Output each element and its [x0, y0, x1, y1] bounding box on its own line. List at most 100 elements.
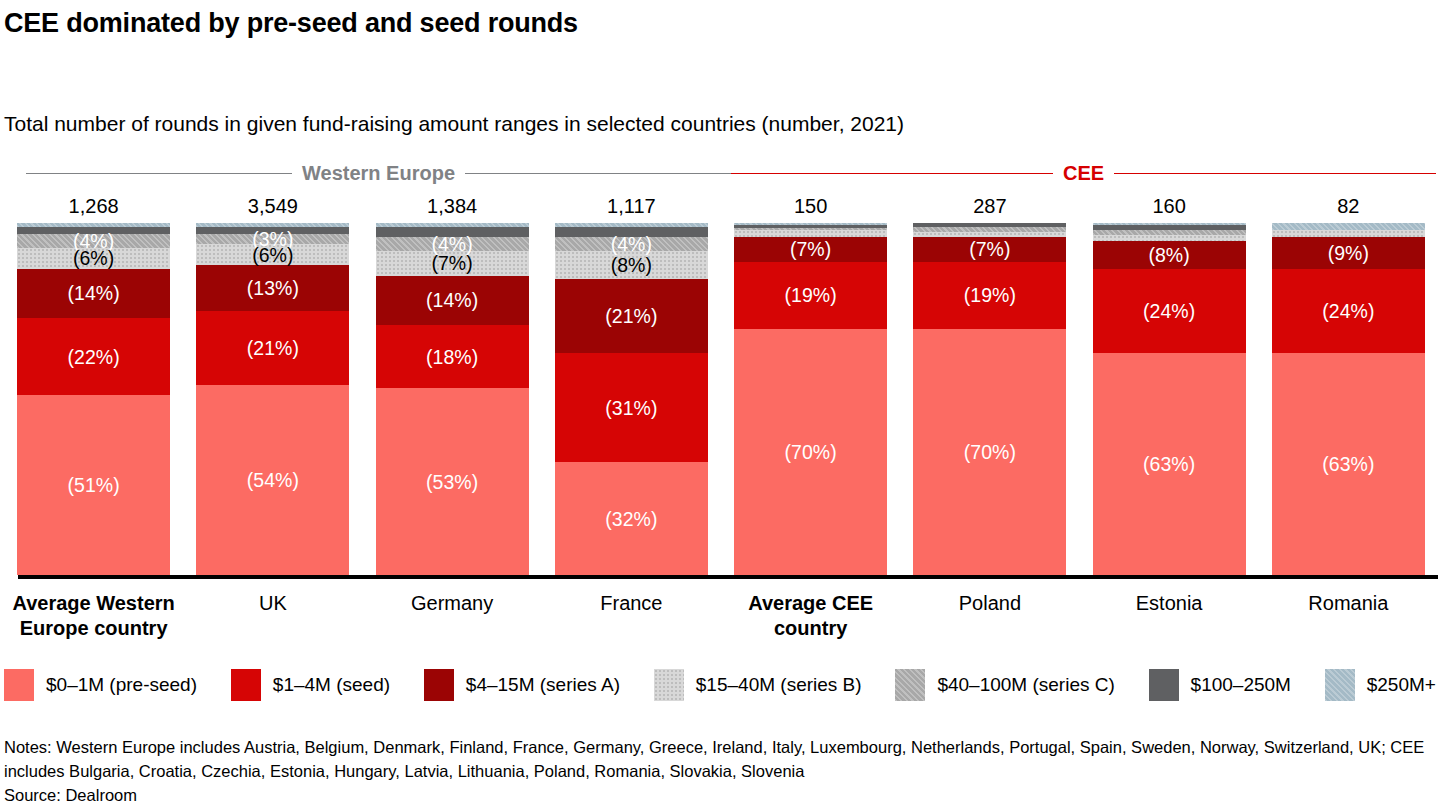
segment-percent-label: (70%) [913, 442, 1066, 461]
segment-percent-label: (8%) [1093, 245, 1246, 264]
legend-item-series-c: $40–100M (series C) [895, 669, 1114, 701]
legend-swatch-series-a [424, 669, 454, 701]
bar-column: (4%) (8%) (21%) (31%) (32%) [542, 223, 721, 575]
segment-percent-label: (7%) [913, 240, 1066, 259]
bar-segment-series-a: (8%) [1093, 241, 1246, 269]
bar-column: (4%)(6%)(14%)(22%)(51%) [4, 223, 183, 575]
segment-percent-label: (13%) [196, 279, 349, 298]
legend-item-series-a: $4–15M (series A) [424, 669, 620, 701]
bar-total: 150 [721, 195, 900, 218]
bar-segment-m100-250 [376, 227, 529, 238]
bar-segment-m100-250 [17, 227, 170, 234]
legend-swatch-series-b [654, 669, 684, 701]
bar-segment-series-b [1272, 230, 1425, 237]
segment-percent-label: (8%) [555, 256, 708, 275]
category-label: Estonia [1080, 591, 1259, 641]
legend-swatch-m100-250 [1149, 669, 1179, 701]
bar-column: (3%)(6%) (13%) (21%) (54%) [183, 223, 362, 575]
bar-segment-pre-seed: (63%) [1093, 353, 1246, 575]
bar-segment-series-c: (4%) [17, 234, 170, 248]
segment-percent-label: (24%) [1272, 301, 1425, 320]
category-label: France [542, 591, 721, 641]
stacked-bars-row: (4%)(6%)(14%)(22%)(51%)(3%)(6%)(13%)(21%… [4, 223, 1438, 575]
legend-swatch-pre-seed [4, 669, 34, 701]
segment-percent-label: (24%) [1093, 301, 1246, 320]
bar-total: 1,384 [363, 195, 542, 218]
bar-segment-series-a: (7%) [913, 237, 1066, 262]
bar-segment-seed: (19%) [734, 262, 887, 329]
legend-item-pre-seed: $0–1M (pre-seed) [4, 669, 197, 701]
bar-segment-series-a: (14%) [17, 269, 170, 318]
bar-segment-seed: (19%) [913, 262, 1066, 329]
bar-segment-series-b: (8%) [555, 251, 708, 279]
legend-label: $4–15M (series A) [466, 674, 620, 696]
stacked-bar: (3%)(6%) (13%) (21%) (54%) [196, 223, 349, 575]
legend-label: $0–1M (pre-seed) [46, 674, 197, 696]
category-label: Romania [1259, 591, 1438, 641]
stacked-bar: (4%) (8%) (21%) (31%) (32%) [555, 223, 708, 575]
bar-segment-series-a: (14%) [376, 276, 529, 325]
group-line-right [1114, 173, 1436, 174]
source-text: Source: Dealroom [4, 783, 1438, 807]
bar-column: (7%) (19%) (70%) [900, 223, 1079, 575]
legend-label: $40–100M (series C) [937, 674, 1114, 696]
group-line-left [26, 173, 292, 174]
bar-segment-series-b: (6%) [17, 248, 170, 269]
category-label: Germany [363, 591, 542, 641]
bar-column: (7%)(19%)(70%) [721, 223, 900, 575]
category-label: UK [183, 591, 362, 641]
segment-percent-label: (9%) [1272, 243, 1425, 262]
bar-total: 3,549 [183, 195, 362, 218]
segment-percent-label: (31%) [555, 398, 708, 417]
segment-percent-label: (21%) [555, 307, 708, 326]
bar-totals-row: 1,2683,5491,3841,11715028716082 [4, 195, 1438, 218]
bar-segment-seed: (31%) [555, 353, 708, 462]
bar-segment-pre-seed: (51%) [17, 395, 170, 575]
bar-segment-seed: (24%) [1093, 269, 1246, 353]
chart-page: CEE dominated by pre-seed and seed round… [0, 0, 1440, 807]
bar-segment-pre-seed: (70%) [913, 329, 1066, 575]
segment-percent-label: (14%) [376, 291, 529, 310]
bar-segment-m100-250 [555, 227, 708, 238]
bar-segment-series-c: (4%) [555, 237, 708, 251]
bar-segment-series-b [734, 230, 887, 237]
bar-segment-series-a: (21%) [555, 279, 708, 353]
bar-total: 160 [1080, 195, 1259, 218]
legend-item-m250plus: $250M+ [1325, 669, 1436, 701]
bar-segment-series-b: (6%) [196, 244, 349, 265]
stacked-bar: (4%)(6%)(14%)(22%)(51%) [17, 223, 170, 575]
legend-swatch-seed [231, 669, 261, 701]
segment-percent-label: (63%) [1272, 455, 1425, 474]
segment-percent-label: (32%) [555, 509, 708, 528]
bar-segment-pre-seed: (70%) [734, 329, 887, 575]
bar-segment-series-a: (9%) [1272, 237, 1425, 269]
bar-column: (4%)(7%)(14%)(18%)(53%) [363, 223, 542, 575]
category-labels-row: Average Western Europe countryUKGermanyF… [4, 591, 1438, 641]
bar-total: 82 [1259, 195, 1438, 218]
segment-percent-label: (19%) [913, 286, 1066, 305]
stacked-bar: (7%) (19%) (70%) [913, 223, 1066, 575]
bar-segment-m100-250 [196, 227, 349, 234]
group-line-left [731, 173, 1053, 174]
bar-segment-pre-seed: (54%) [196, 385, 349, 575]
bar-segment-series-c: (4%) [376, 237, 529, 251]
bar-segment-series-c: (3%) [196, 234, 349, 245]
legend-swatch-series-c [895, 669, 925, 701]
segment-percent-label: (19%) [734, 286, 887, 305]
bar-column: (9%) (24%) (63%) [1259, 223, 1438, 575]
legend-item-seed: $1–4M (seed) [231, 669, 390, 701]
segment-percent-label: (54%) [196, 470, 349, 489]
bar-segment-seed: (21%) [196, 311, 349, 385]
bar-segment-seed: (24%) [1272, 269, 1425, 353]
bar-segment-m250plus [1272, 223, 1425, 230]
bar-column: (8%) (24%) (63%) [1080, 223, 1259, 575]
segment-percent-label: (18%) [376, 347, 529, 366]
legend-swatch-m250plus [1325, 669, 1355, 701]
segment-percent-label: (21%) [196, 338, 349, 357]
segment-percent-label: (6%) [196, 245, 349, 264]
segment-percent-label: (70%) [734, 442, 887, 461]
bar-segment-series-b: (7%) [376, 251, 529, 276]
category-label: Average Western Europe country [4, 591, 183, 641]
bar-total: 287 [900, 195, 1079, 218]
group-western-europe: Western Europe [4, 160, 731, 186]
